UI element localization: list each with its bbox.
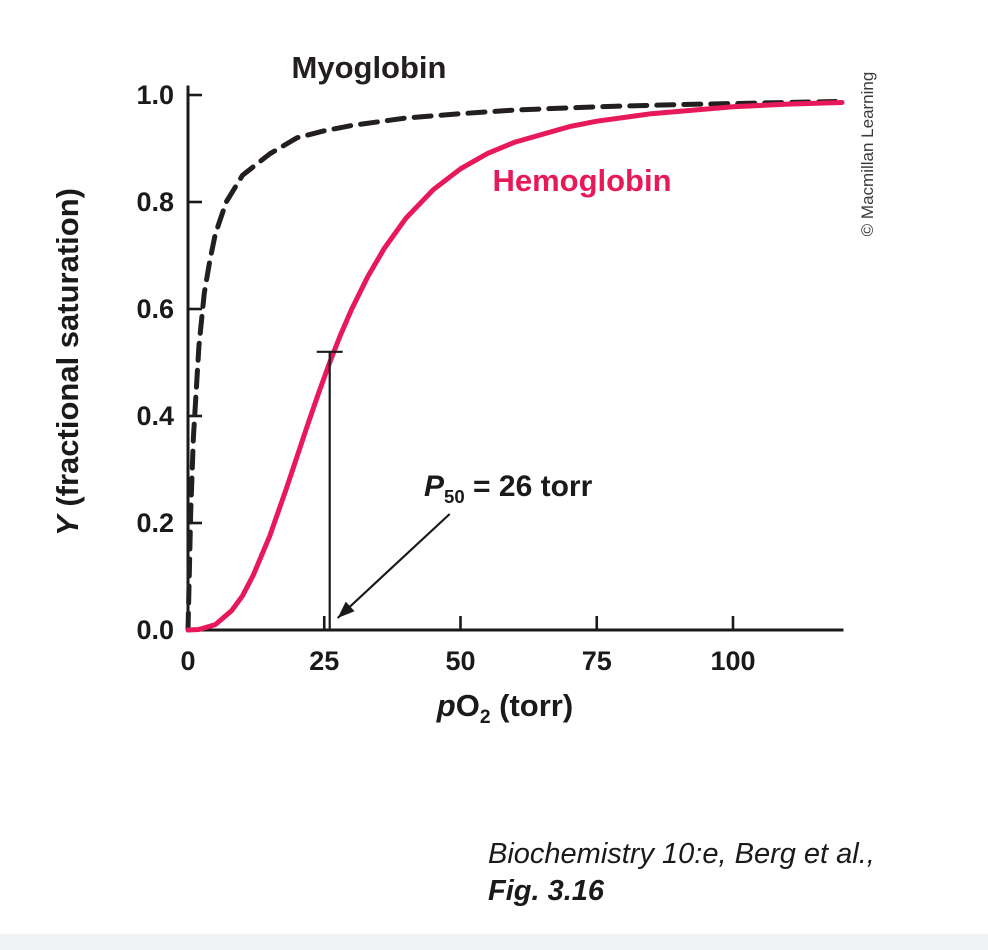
svg-text:0.8: 0.8 xyxy=(136,187,174,217)
hemoglobin-curve-label: Hemoglobin xyxy=(492,163,672,198)
x-axis-label-subscript: 2 xyxy=(479,707,491,729)
oxygen-binding-chart: 0 25 50 75 100 0.0 0.2 0.4 0.6 0.8 1.0 xyxy=(136,80,845,676)
plot-area: 0 25 50 75 100 0.0 0.2 0.4 0.6 0.8 1.0 xyxy=(136,80,845,676)
x-axis-label-unit: (torr) xyxy=(490,688,574,723)
caption-source: Biochemistry 10:e, Berg et al., xyxy=(488,838,875,870)
p50-symbol: P xyxy=(424,470,445,503)
svg-text:1.0: 1.0 xyxy=(136,80,174,110)
svg-text:50: 50 xyxy=(445,646,475,676)
svg-text:100: 100 xyxy=(710,646,755,676)
svg-text:0.4: 0.4 xyxy=(136,401,174,431)
y-axis-label-text: (fractional saturation) xyxy=(50,188,85,516)
figure-caption: Biochemistry 10:e, Berg et al., Fig. 3.1… xyxy=(488,836,875,910)
x-axis-label: pO2 (torr) xyxy=(437,688,573,729)
myoglobin-curve-label: Myoglobin xyxy=(291,50,447,85)
p50-annotation: P50 = 26 torr xyxy=(424,470,592,508)
caption-figure-number: Fig. 3.16 xyxy=(488,875,605,907)
macmillan-credit: © Macmillan Learning xyxy=(858,71,877,237)
bottom-strip xyxy=(0,934,988,950)
svg-text:0: 0 xyxy=(180,646,195,676)
svg-text:25: 25 xyxy=(309,646,339,676)
p50-value: = 26 torr xyxy=(464,470,593,503)
p50-subscript: 50 xyxy=(444,486,465,507)
y-axis-label: Y (fractional saturation) xyxy=(50,188,86,536)
svg-text:0.6: 0.6 xyxy=(136,294,174,324)
x-axis-label-symbol: p xyxy=(436,688,456,723)
svg-text:75: 75 xyxy=(582,646,612,676)
svg-text:0.2: 0.2 xyxy=(136,508,174,538)
y-axis-label-symbol: Y xyxy=(50,515,85,536)
svg-text:0.0: 0.0 xyxy=(136,615,174,645)
x-axis-label-main: O xyxy=(455,688,480,723)
